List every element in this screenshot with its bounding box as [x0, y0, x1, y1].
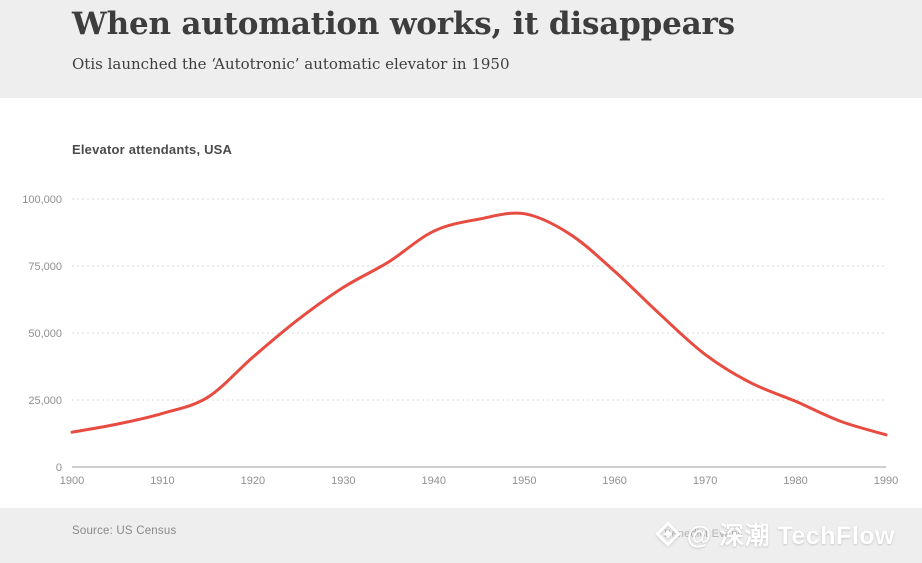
- data-line: [70, 211, 888, 437]
- x-tick-label: 1970: [693, 475, 717, 487]
- header: When automation works, it disappears Oti…: [0, 0, 922, 98]
- x-tick-label: 1930: [331, 475, 355, 487]
- chart-title: Elevator attendants, USA: [72, 142, 233, 157]
- x-tick-label: 1990: [874, 475, 898, 487]
- attribution-text: Benedict Evans: [664, 528, 744, 540]
- y-tick-label: 100,000: [22, 194, 62, 206]
- x-tick-label: 1950: [512, 475, 536, 487]
- page-title: When automation works, it disappears: [72, 6, 735, 42]
- y-tick-label: 25,000: [28, 395, 62, 407]
- y-tick-label: 75,000: [28, 261, 62, 273]
- y-tick-label: 50,000: [28, 328, 62, 340]
- y-tick-label: 0: [56, 462, 62, 474]
- x-tick-label: 1920: [241, 475, 265, 487]
- watermark: @ 深潮 TechFlow: [655, 514, 895, 554]
- x-tick-label: 1900: [60, 475, 84, 487]
- x-tick-label: 1910: [150, 475, 174, 487]
- techflow-logo-icon: [655, 521, 681, 547]
- source-text: Source: US Census: [72, 525, 177, 537]
- watermark-text: @ 深潮 TechFlow: [686, 522, 895, 550]
- footer: Source: US Census Benedict Evans @ 深潮 Te…: [0, 508, 922, 563]
- x-tick-label: 1940: [422, 475, 446, 487]
- page-subtitle: Otis launched the ‘Autotronic’ automatic…: [72, 55, 510, 73]
- x-tick-label: 1960: [602, 475, 626, 487]
- x-tick-label: 1980: [783, 475, 807, 487]
